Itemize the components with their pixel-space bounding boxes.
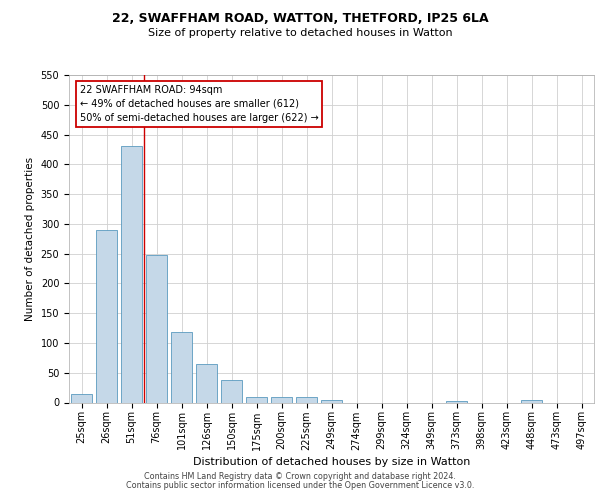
Bar: [246, 396, 267, 402]
Text: Contains HM Land Registry data © Crown copyright and database right 2024.: Contains HM Land Registry data © Crown c…: [144, 472, 456, 481]
X-axis label: Distribution of detached houses by size in Watton: Distribution of detached houses by size …: [193, 456, 470, 466]
Text: 22, SWAFFHAM ROAD, WATTON, THETFORD, IP25 6LA: 22, SWAFFHAM ROAD, WATTON, THETFORD, IP2…: [112, 12, 488, 26]
Bar: [296, 396, 317, 402]
Text: Contains public sector information licensed under the Open Government Licence v3: Contains public sector information licen…: [126, 481, 474, 490]
Bar: [221, 380, 242, 402]
Text: 22 SWAFFHAM ROAD: 94sqm
← 49% of detached houses are smaller (612)
50% of semi-d: 22 SWAFFHAM ROAD: 94sqm ← 49% of detache…: [79, 85, 318, 123]
Bar: [121, 146, 142, 402]
Bar: [96, 230, 117, 402]
Bar: [271, 396, 292, 402]
Bar: [71, 394, 92, 402]
Bar: [521, 400, 542, 402]
Bar: [146, 255, 167, 402]
Y-axis label: Number of detached properties: Number of detached properties: [25, 156, 35, 321]
Bar: [446, 400, 467, 402]
Bar: [196, 364, 217, 403]
Text: Size of property relative to detached houses in Watton: Size of property relative to detached ho…: [148, 28, 452, 38]
Bar: [171, 332, 192, 402]
Bar: [321, 400, 342, 402]
